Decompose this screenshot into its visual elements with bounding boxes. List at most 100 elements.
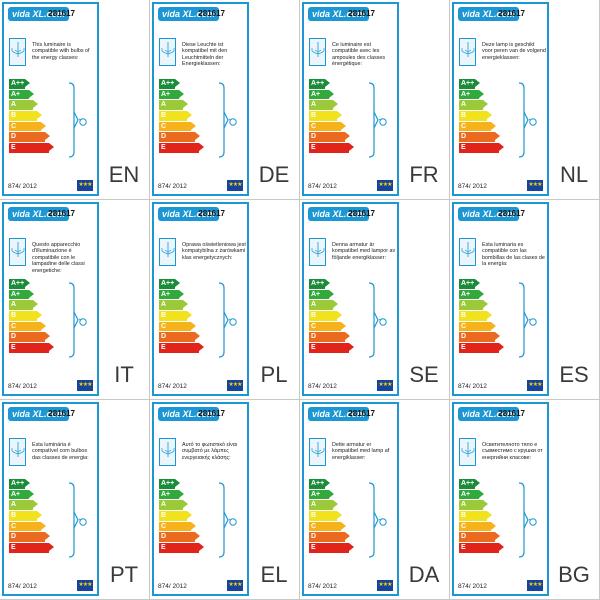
energy-label: vida XL.com 281617 Oprawa oświetleniowa … [152,202,249,396]
label-cell: vida XL.com 281617 Diese Leuchte ist kom… [150,0,300,200]
energy-class-bar: A++ [159,79,180,89]
energy-class-bar: A [9,500,38,510]
energy-class-bar: C [459,321,496,332]
energy-class-bar: A++ [9,79,30,89]
energy-class-bar: B [459,311,492,321]
energy-class-bar: C [9,321,46,332]
energy-class-bar: A++ [309,79,330,89]
energy-class-bar: A [9,300,38,310]
energy-class-bar: D [459,132,500,142]
eu-flag-icon: ★★★ [377,580,393,591]
energy-class-bar: A [459,300,488,310]
energy-class-bar: E [159,343,204,353]
chandelier-icon [159,438,176,466]
bulb-bracket-icon [218,482,237,558]
energy-class-bar: B [9,311,42,321]
energy-label: vida XL.com 281617 Αυτό το φωτιστικό είν… [152,402,249,596]
regulation-number: 874/ 2012 [158,583,187,590]
energy-class-bar: A+ [309,89,334,100]
compatibility-text: Ce luminaire est compatible avec les amp… [332,42,386,68]
brand-logo: vida XL.com [308,7,370,21]
energy-class-bar: B [159,511,192,521]
eu-flag-icon: ★★★ [77,580,93,591]
bulb-bracket-icon [68,82,87,158]
energy-class-bar: B [459,111,492,121]
language-code: ES [559,362,589,387]
brand-logo: vida XL.com [158,207,220,221]
energy-class-bar: B [9,111,42,121]
energy-class-bar: B [159,311,192,321]
energy-class-bar: D [9,132,50,142]
energy-label: vida XL.com 281617 Deze lamp is geschikt… [452,2,549,196]
energy-class-bar: A [459,500,488,510]
brand-logo: vida XL.com [158,7,220,21]
regulation-number: 874/ 2012 [308,183,337,190]
language-code: PL [260,362,288,387]
product-code: 281617 [348,9,375,18]
compatibility-text: This luminaire is compatible with bulbs … [32,42,90,61]
language-code: DE [258,162,290,187]
energy-class-bar: E [9,343,54,353]
energy-class-bar: A [159,100,188,110]
energy-class-bar: E [309,543,354,553]
energy-scale: A++ A+ A B C D E [9,279,54,354]
label-cell: vida XL.com 281617 Dette armatur er komp… [300,400,450,600]
energy-class-bar: A++ [309,479,330,489]
energy-class-bar: A+ [459,89,484,100]
energy-label: vida XL.com 281617 Esta luminaria es com… [452,202,549,396]
energy-class-bar: A++ [309,279,330,289]
energy-class-bar: A+ [9,489,34,500]
energy-scale: A++ A+ A B C D E [309,279,354,354]
energy-class-bar: E [159,543,204,553]
regulation-number: 874/ 2012 [458,383,487,390]
bulb-bracket-icon [368,82,387,158]
energy-scale: A++ A+ A B C D E [159,279,204,354]
bulb-bracket-icon [68,282,87,358]
energy-label: vida XL.com 281617 Diese Leuchte ist kom… [152,2,249,196]
compatibility-text: Diese Leuchte ist kompatibel mit den Leu… [182,42,228,68]
product-code: 281617 [48,409,75,418]
product-code: 281617 [198,9,225,18]
energy-class-bar: B [309,311,342,321]
energy-class-bar: A++ [159,279,180,289]
product-code: 281617 [348,209,375,218]
energy-class-bar: D [309,332,350,342]
energy-label: vida XL.com 281617 Questo apparecchio d'… [2,202,99,396]
product-code: 281617 [498,209,525,218]
label-cell: vida XL.com 281617 Denna armatur är komp… [300,200,450,400]
energy-class-bar: D [9,532,50,542]
energy-class-bar: C [459,521,496,532]
energy-class-bar: A [159,300,188,310]
energy-class-bar: E [459,343,504,353]
regulation-number: 874/ 2012 [158,183,187,190]
compatibility-text: Denna armatur är kompatibel med lampor a… [332,242,396,261]
language-code: DA [408,562,440,587]
energy-class-bar: D [159,532,200,542]
compatibility-text: Oprawa oświetleniowa jest kompatybilna z… [182,242,246,261]
energy-class-bar: C [459,121,496,132]
regulation-number: 874/ 2012 [8,383,37,390]
energy-class-bar: C [159,321,196,332]
energy-class-bar: A++ [459,479,480,489]
chandelier-icon [309,238,326,266]
chandelier-icon [459,38,476,66]
eu-flag-icon: ★★★ [77,380,93,391]
energy-class-bar: D [9,332,50,342]
energy-class-bar: A+ [459,489,484,500]
compatibility-text: Осветителното тяло е съвместимо с крушки… [482,442,543,461]
label-cell: vida XL.com 281617 Esta luminária é comp… [0,400,150,600]
label-cell: vida XL.com 281617 Осветителното тяло е … [450,400,600,600]
brand-logo: vida XL.com [8,407,70,421]
energy-class-bar: A+ [459,289,484,300]
energy-class-bar: A [309,500,338,510]
energy-class-bar: A+ [159,289,184,300]
energy-class-bar: C [309,321,346,332]
energy-class-bar: A [9,100,38,110]
bulb-bracket-icon [518,482,537,558]
eu-flag-icon: ★★★ [227,180,243,191]
chandelier-icon [309,38,326,66]
chandelier-icon [9,38,26,66]
language-code: EN [108,162,140,187]
bulb-bracket-icon [518,82,537,158]
compatibility-text: Deze lamp is geschikt voor peren van de … [482,42,546,61]
